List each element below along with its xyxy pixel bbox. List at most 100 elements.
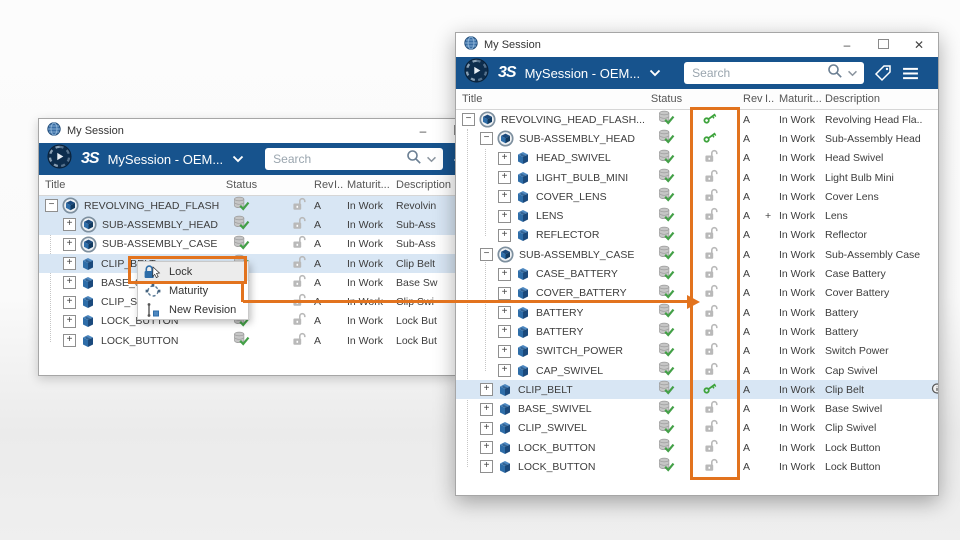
table-row[interactable]: + CAP_SWIVEL A In Work Cap Swivel [456, 361, 938, 380]
menu-item-lock[interactable]: Lock [138, 262, 248, 281]
table-row[interactable]: + SWITCH_POWER A In Work Switch Power [456, 342, 938, 361]
column-header-rev[interactable]: Rev [743, 93, 763, 105]
expand-expander-icon[interactable]: + [498, 228, 511, 242]
table-row[interactable]: − REVOLVING_HEAD_FLASH... A In Work Revolvin… [456, 110, 938, 129]
table-row[interactable]: + COVER_LENS A In Work Cover Lens [456, 187, 938, 206]
column-header-lock[interactable] [264, 175, 314, 195]
collapse-expander-icon[interactable]: − [462, 113, 475, 127]
revision-cell: A [743, 171, 751, 184]
expand-expander-icon[interactable]: + [63, 295, 76, 309]
search-input[interactable] [271, 151, 403, 167]
info-badge-icon[interactable] [931, 382, 938, 397]
titlebar[interactable]: My Session – ✕ [456, 33, 938, 57]
collapse-expander-icon[interactable]: − [480, 248, 493, 262]
table-row[interactable]: + CLIP_SWIVEL A In Work Clip Swivel [456, 419, 938, 438]
expand-expander-icon[interactable]: + [498, 151, 511, 165]
column-header-lock[interactable] [689, 89, 743, 109]
expand-expander-icon[interactable]: + [498, 306, 511, 320]
table-row[interactable]: + LOCK_BUTTON A In Work Lock Button [456, 438, 938, 457]
maximize-button[interactable] [876, 33, 890, 57]
assembly-icon [479, 111, 496, 128]
compass-icon[interactable] [464, 58, 489, 88]
expand-expander-icon[interactable]: + [498, 209, 511, 223]
expand-expander-icon[interactable]: + [63, 334, 76, 348]
table-row[interactable]: + HEAD_SWIVEL A In Work Head Swivel [456, 149, 938, 168]
minimize-button[interactable]: – [843, 38, 851, 52]
row-title: COVER_BATTERY [536, 287, 627, 300]
table-row[interactable]: + COVER_BATTERY A In Work Cover Battery [456, 284, 938, 303]
menu-item-new-revision[interactable]: New Revision [138, 300, 248, 319]
table-row[interactable]: + CLIP_BELT A In Work Clip Belt [456, 380, 938, 400]
expand-expander-icon[interactable]: + [63, 218, 76, 232]
table-row[interactable]: + CASE_BATTERY A In Work Case Battery [456, 264, 938, 283]
collapse-expander-icon[interactable]: − [480, 132, 493, 146]
tag-icon[interactable] [873, 63, 893, 83]
unlock-icon [703, 207, 718, 225]
expand-expander-icon[interactable]: + [498, 190, 511, 204]
part-icon [80, 275, 96, 291]
table-row[interactable]: + LOCK_BUTTON A In Work Lock But [39, 331, 456, 350]
table-row[interactable]: + BATTERY A In Work Battery [456, 322, 938, 341]
menu-item-maturity[interactable]: Maturity [138, 281, 248, 300]
table-row[interactable]: + SUB-ASSEMBLY_HEAD A In Work Sub-Ass [39, 215, 456, 235]
column-header-issue[interactable]: I.. [334, 179, 344, 191]
maximize-button[interactable] [452, 119, 456, 143]
column-header-issue[interactable]: I.. [765, 93, 775, 105]
search-input[interactable] [690, 65, 824, 81]
search-box[interactable] [265, 148, 444, 170]
column-header-row: Title Status Rev I.. Maturit... Descript… [39, 175, 456, 196]
collapse-expander-icon[interactable]: − [45, 199, 58, 213]
table-row[interactable]: + SUB-ASSEMBLY_CASE A In Work Sub-Ass [39, 235, 456, 254]
expand-expander-icon[interactable]: + [498, 344, 511, 358]
column-header-status[interactable]: Status [650, 93, 683, 105]
close-panel-icon[interactable] [937, 67, 938, 80]
search-box[interactable] [684, 62, 865, 84]
search-icon[interactable] [827, 63, 843, 84]
menu-icon[interactable] [902, 67, 919, 80]
search-options-chevron-icon[interactable] [426, 150, 437, 168]
lock-cell [264, 331, 314, 350]
minimize-button[interactable]: – [419, 124, 427, 138]
expand-expander-icon[interactable]: + [480, 383, 493, 397]
expand-expander-icon[interactable]: + [480, 421, 493, 435]
column-header-description[interactable]: Description [396, 179, 452, 191]
expand-expander-icon[interactable]: + [498, 364, 511, 377]
column-header-maturity[interactable]: Maturit... [779, 93, 822, 105]
expand-expander-icon[interactable]: + [480, 460, 493, 474]
column-header-maturity[interactable]: Maturit... [347, 179, 390, 191]
table-row[interactable]: − SUB-ASSEMBLY_HEAD A In Work Sub-Assembly H… [456, 129, 938, 148]
table-row[interactable]: − SUB-ASSEMBLY_CASE A In Work Sub-Assembly C… [456, 245, 938, 264]
expand-expander-icon[interactable]: + [480, 441, 493, 455]
expand-expander-icon[interactable]: + [63, 257, 76, 271]
status-cell [644, 245, 689, 264]
search-options-chevron-icon[interactable] [847, 64, 858, 82]
table-row[interactable]: + LIGHT_BULB_MINI A In Work Light Bulb Mini [456, 168, 938, 187]
tree-indent [45, 321, 63, 322]
column-header-description[interactable]: Description [825, 93, 881, 105]
expand-expander-icon[interactable]: + [498, 286, 511, 300]
expand-expander-icon[interactable]: + [480, 402, 493, 416]
column-header-title[interactable]: Title [462, 93, 483, 105]
expand-expander-icon[interactable]: + [498, 171, 511, 185]
chevron-down-icon[interactable] [232, 155, 244, 163]
column-header-rev[interactable]: Rev [314, 179, 334, 191]
titlebar[interactable]: My Session – [39, 119, 456, 143]
search-icon[interactable] [406, 149, 422, 170]
table-row[interactable]: + BASE_SWIVEL A In Work Base Swivel [456, 399, 938, 418]
expand-expander-icon[interactable]: + [63, 314, 76, 328]
column-header-title[interactable]: Title [45, 179, 66, 191]
close-button[interactable]: ✕ [913, 38, 925, 52]
chevron-down-icon[interactable] [649, 69, 661, 77]
table-row[interactable]: + LENS A + In Work Lens [456, 206, 938, 225]
expand-expander-icon[interactable]: + [63, 237, 76, 251]
table-row[interactable]: + BATTERY A In Work Battery [456, 303, 938, 322]
table-row[interactable]: − REVOLVING_HEAD_FLASH... A In Work Revolvin [39, 196, 456, 216]
expand-expander-icon[interactable]: + [498, 325, 511, 339]
compass-icon[interactable] [47, 144, 72, 174]
expand-expander-icon[interactable]: + [63, 276, 76, 290]
table-row[interactable]: + REFLECTOR A In Work Reflector [456, 226, 938, 245]
table-row[interactable]: + LOCK_BUTTON A In Work Lock Button [456, 457, 938, 476]
expand-expander-icon[interactable]: + [498, 267, 511, 281]
column-header-status[interactable]: Status [225, 179, 258, 191]
